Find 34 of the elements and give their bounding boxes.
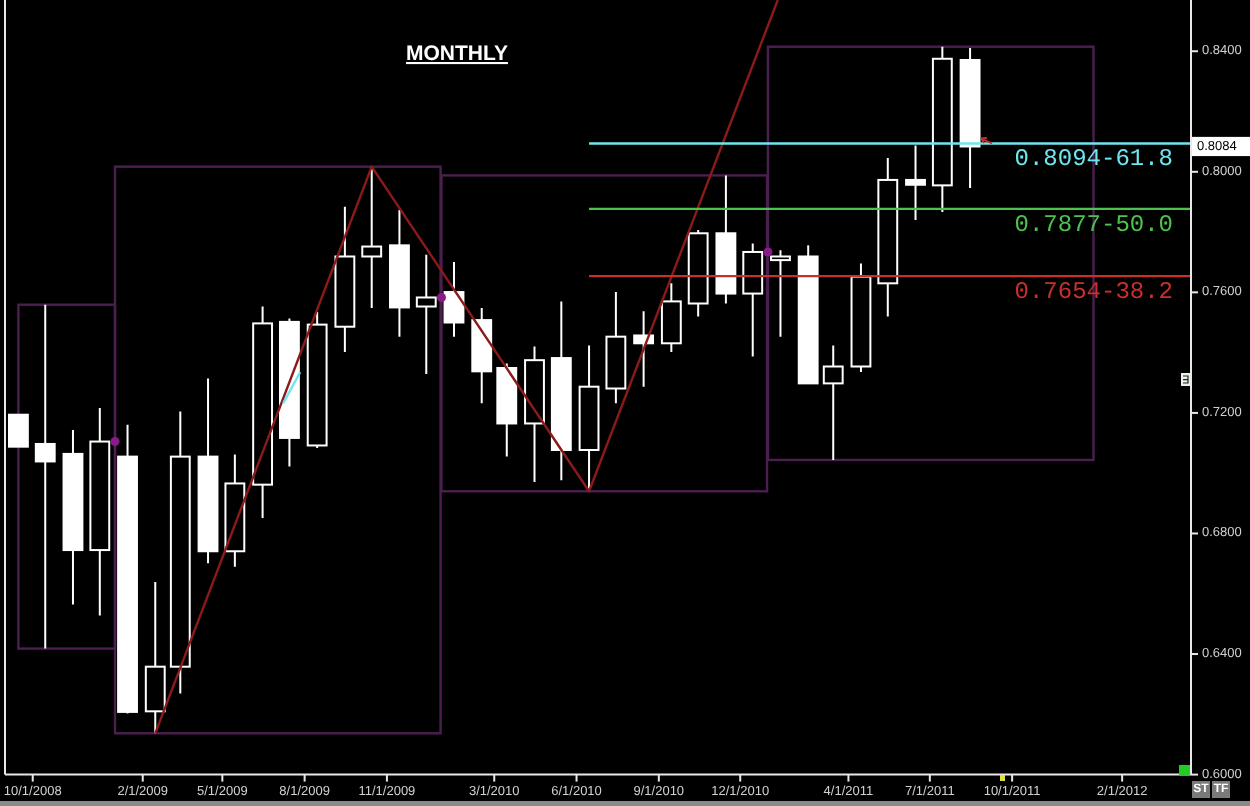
candlestick — [361, 165, 383, 310]
candlestick — [334, 205, 356, 354]
point — [110, 437, 120, 447]
candlestick — [877, 156, 899, 318]
candlestick — [224, 453, 246, 568]
series-label: 0.8094-61.8 — [1014, 145, 1173, 174]
candlestick — [524, 345, 545, 483]
series-label: 0.7877-50.0 — [1014, 210, 1173, 239]
candlestick — [389, 209, 410, 338]
point — [436, 292, 446, 302]
candlestick — [197, 377, 219, 565]
candlestick — [252, 305, 274, 520]
candlestick — [633, 310, 655, 388]
text: MONTHLY — [406, 42, 508, 66]
candlestick — [496, 362, 518, 458]
candlestick — [471, 307, 493, 405]
candlestick — [62, 429, 84, 606]
candlestick — [715, 174, 737, 305]
candlestick — [169, 410, 191, 695]
candlestick — [578, 344, 600, 493]
candlestick — [905, 144, 926, 222]
candlestick — [34, 303, 56, 650]
series-label: 0.7654-38.2 — [1014, 278, 1173, 307]
candlestick — [822, 344, 844, 461]
candlestick — [550, 300, 572, 482]
candlestick — [279, 317, 300, 468]
line-series — [154, 0, 779, 735]
point — [763, 247, 773, 257]
candlestick — [931, 45, 953, 213]
candlestick — [144, 581, 166, 735]
candlestick — [660, 282, 682, 354]
candlestick — [850, 262, 872, 373]
candlestick — [797, 244, 819, 385]
candlestick — [605, 291, 627, 405]
